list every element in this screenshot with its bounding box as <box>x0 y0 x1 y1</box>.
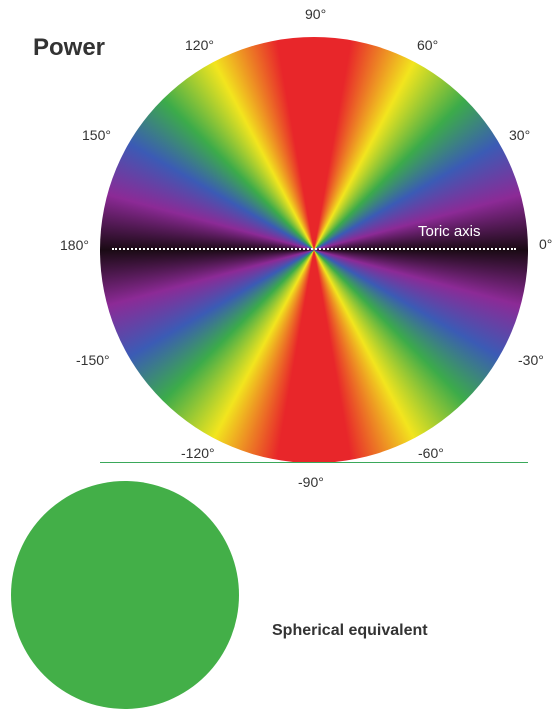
toric-axis-line <box>112 248 516 250</box>
angle-label-90: 90° <box>305 6 327 22</box>
angle-label-0: 0° <box>539 236 553 252</box>
power-color-wheel <box>100 37 528 463</box>
ground-line <box>100 462 528 463</box>
toric-axis-label: Toric axis <box>418 223 481 240</box>
angle-label-60: 60° <box>417 37 439 53</box>
power-wheel: Toric axis <box>100 37 528 463</box>
angle-label-minus90: -90° <box>298 474 324 490</box>
angle-label-minus60: -60° <box>418 445 444 461</box>
angle-label-minus30: -30° <box>518 352 544 368</box>
angle-label-minus150: -150° <box>76 352 110 368</box>
power-title: Power <box>33 34 106 61</box>
spherical-equivalent-circle <box>11 481 239 709</box>
angle-label-30: 30° <box>509 127 531 143</box>
angle-label-minus120: -120° <box>181 445 215 461</box>
angle-label-180: 180° <box>60 237 89 253</box>
angle-label-120: 120° <box>185 37 214 53</box>
angle-label-150: 150° <box>82 127 111 143</box>
spherical-equivalent-label: Spherical equivalent <box>272 622 428 639</box>
